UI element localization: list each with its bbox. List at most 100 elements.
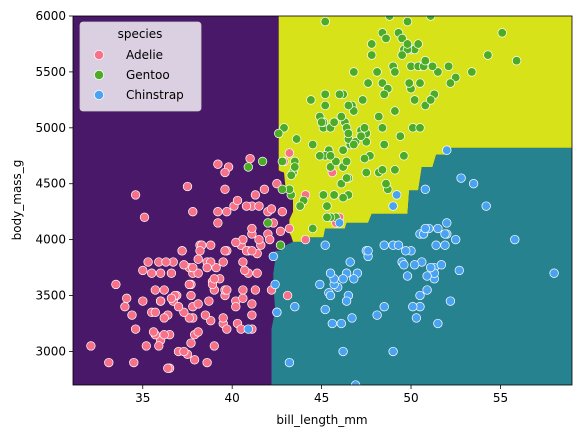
point-adelie [252, 268, 262, 278]
point-gentoo [318, 190, 329, 200]
y-axis: 3000 3500 4000 4500 5000 5500 6000 [35, 9, 73, 358]
point-chinstrap [440, 240, 450, 250]
point-gentoo [320, 16, 330, 27]
point-adelie [161, 257, 171, 267]
point-gentoo [377, 78, 388, 88]
point-chinstrap [290, 302, 300, 312]
point-gentoo [322, 201, 332, 211]
point-chinstrap [468, 179, 479, 189]
point-gentoo [377, 123, 388, 133]
point-gentoo [445, 78, 456, 88]
point-adelie [222, 324, 232, 334]
point-chinstrap [401, 246, 411, 256]
point-gentoo [404, 78, 414, 88]
point-adelie [284, 223, 295, 234]
point-gentoo [409, 95, 420, 105]
point-gentoo [336, 111, 346, 122]
point-gentoo [390, 165, 400, 175]
point-gentoo [334, 89, 345, 99]
point-chinstrap [379, 302, 389, 312]
point-adelie [213, 207, 223, 217]
point-adelie [211, 262, 221, 273]
point-chinstrap [442, 145, 452, 155]
point-gentoo [263, 218, 273, 228]
point-adelie [240, 265, 250, 276]
point-adelie [218, 257, 228, 267]
point-gentoo [415, 123, 425, 133]
plot-frame [72, 15, 573, 386]
point-gentoo [325, 151, 336, 161]
point-adelie [193, 327, 203, 337]
point-adelie [200, 310, 211, 320]
x-tick-label: 50 [403, 391, 418, 405]
y-tick-label: 4500 [35, 177, 66, 191]
point-adelie [209, 274, 219, 284]
point-gentoo [329, 190, 339, 200]
point-gentoo [390, 106, 400, 116]
y-tick-label: 3500 [35, 289, 66, 303]
point-chinstrap [325, 290, 336, 301]
point-gentoo [279, 123, 289, 133]
point-chinstrap [350, 380, 361, 385]
point-adelie [275, 226, 286, 236]
point-gentoo [349, 139, 359, 150]
point-gentoo [257, 156, 268, 167]
point-chinstrap [433, 223, 443, 234]
point-adelie [130, 324, 141, 334]
point-adelie [184, 279, 194, 290]
point-adelie [188, 207, 198, 217]
x-axis-label: bill_length_mm [276, 413, 367, 427]
point-adelie [220, 184, 230, 194]
point-adelie [193, 268, 203, 278]
point-chinstrap [426, 262, 436, 273]
x-tick-label: 35 [135, 391, 150, 405]
point-chinstrap [422, 271, 432, 281]
point-chinstrap [243, 324, 253, 334]
point-adelie [186, 338, 196, 348]
x-tick-label: 40 [225, 391, 240, 405]
point-chinstrap [399, 260, 409, 270]
point-gentoo [243, 162, 253, 172]
point-adelie [222, 207, 232, 217]
point-gentoo [358, 95, 368, 105]
point-gentoo [415, 78, 425, 88]
point-adelie [232, 195, 243, 206]
point-adelie [238, 257, 248, 267]
point-chinstrap [270, 279, 280, 290]
point-gentoo [356, 131, 366, 141]
point-gentoo [483, 50, 493, 60]
point-gentoo [367, 39, 377, 49]
point-adelie [213, 218, 223, 228]
point-gentoo [277, 184, 287, 194]
point-adelie [179, 260, 189, 270]
point-chinstrap [349, 274, 359, 284]
point-gentoo [433, 67, 443, 77]
y-tick-label: 5000 [35, 121, 66, 135]
point-gentoo [308, 139, 318, 150]
point-gentoo [379, 89, 389, 99]
point-gentoo [308, 223, 318, 234]
point-chinstrap [431, 240, 441, 250]
point-gentoo [322, 212, 332, 222]
point-adelie [266, 204, 277, 214]
point-gentoo [420, 100, 430, 111]
point-chinstrap [456, 173, 466, 183]
point-gentoo [413, 39, 423, 49]
point-adelie [206, 240, 216, 250]
point-gentoo [384, 16, 395, 21]
point-adelie [284, 148, 295, 158]
point-adelie [163, 363, 173, 373]
point-adelie [143, 257, 153, 267]
point-gentoo [316, 117, 327, 127]
legend: species Adelie Gentoo Chinstrap [79, 21, 202, 112]
point-adelie [250, 190, 261, 200]
point-chinstrap [442, 218, 452, 228]
point-chinstrap [379, 240, 389, 250]
point-gentoo [443, 61, 454, 71]
point-gentoo [397, 50, 407, 60]
point-adelie [238, 285, 248, 295]
point-adelie [155, 296, 166, 306]
point-gentoo [315, 151, 325, 161]
point-adelie [147, 268, 157, 278]
point-gentoo [381, 33, 391, 44]
